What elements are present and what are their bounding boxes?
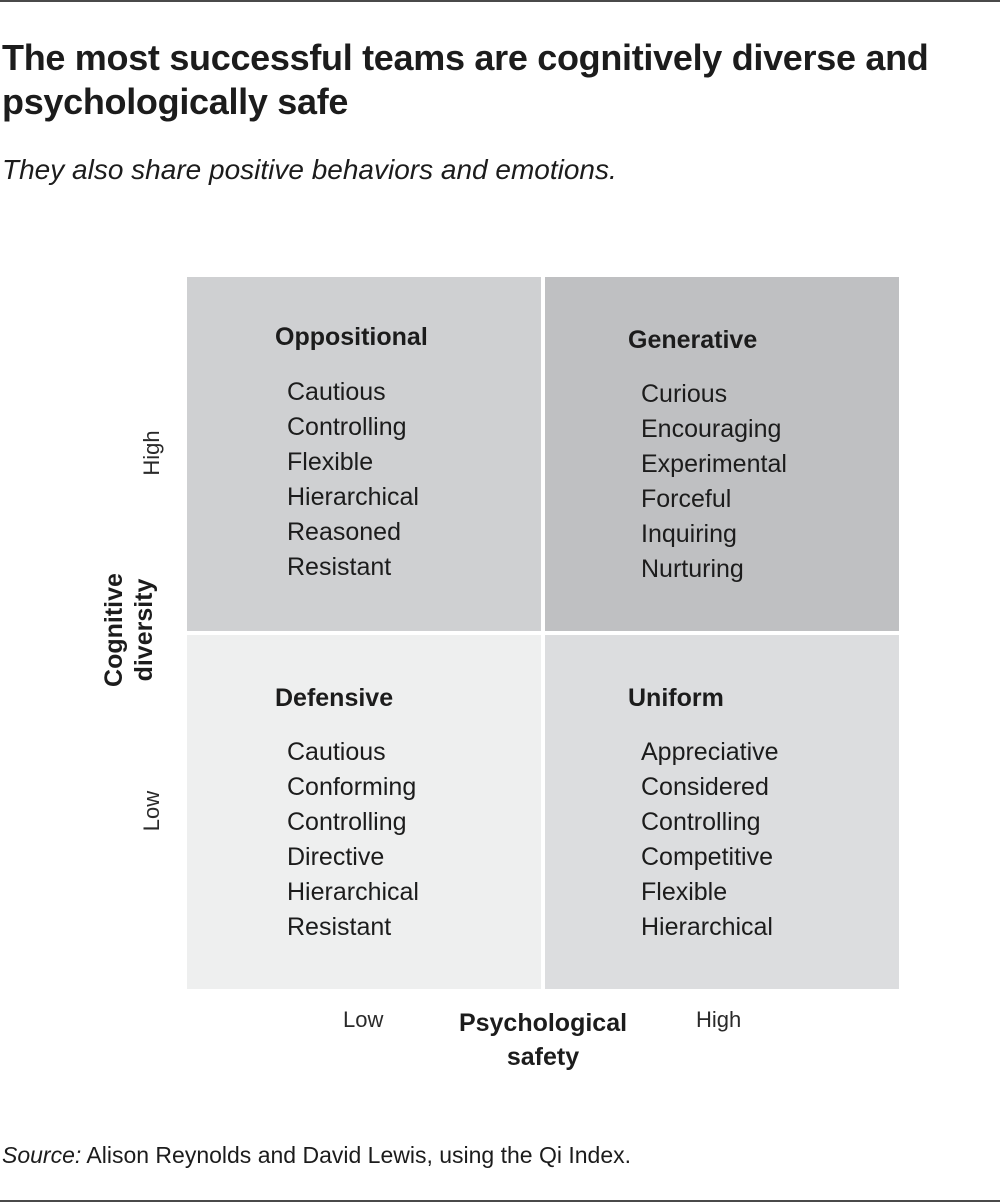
quadrant-uniform: Uniform Appreciative Considered Controll…: [545, 635, 899, 989]
trait-list: Cautious Controlling Flexible Hierarchic…: [287, 375, 419, 585]
quadrant-defensive: Defensive Cautious Conforming Controllin…: [187, 635, 541, 989]
trait-item: Competitive: [641, 843, 773, 871]
y-axis-title: Cognitive diversity: [99, 530, 169, 730]
trait-item: Flexible: [641, 878, 728, 906]
source-note: Source: Alison Reynolds and David Lewis,…: [2, 1142, 631, 1169]
chart-title: The most successful teams are cognitivel…: [2, 37, 929, 122]
x-axis-title-line2: safety: [506, 1043, 580, 1071]
trait-item: Resistant: [287, 553, 392, 581]
trait-item: Curious: [641, 380, 728, 408]
trait-item: Cautious: [287, 738, 386, 766]
trait-item: Hierarchical: [641, 913, 773, 941]
trait-item: Controlling: [641, 808, 761, 836]
trait-list: Appreciative Considered Controlling Comp…: [641, 735, 779, 945]
trait-list: Cautious Conforming Controlling Directiv…: [287, 735, 419, 945]
x-axis-title: Psychological safety: [433, 1006, 653, 1074]
top-rule: [0, 0, 1000, 2]
y-axis-low-label: Low: [139, 790, 164, 832]
trait-list: Curious Encouraging Experimental Forcefu…: [641, 377, 787, 587]
trait-item: Cautious: [287, 378, 386, 406]
y-axis-title-line2: diversity: [130, 578, 158, 682]
source-text: Alison Reynolds and David Lewis, using t…: [81, 1142, 632, 1168]
x-axis-title-line1: Psychological: [458, 1009, 628, 1037]
quadrant-oppositional: Oppositional Cautious Controlling Flexib…: [187, 277, 541, 631]
quadrant-title: Defensive: [275, 684, 394, 712]
trait-item: Resistant: [287, 913, 392, 941]
trait-item: Inquiring: [641, 520, 737, 548]
quadrant-generative: Generative Curious Encouraging Experimen…: [545, 277, 899, 631]
trait-item: Conforming: [287, 773, 417, 801]
chart-subtitle: They also share positive behaviors and e…: [2, 154, 617, 185]
trait-item: Appreciative: [641, 738, 779, 766]
y-axis-title-line1: Cognitive: [100, 573, 128, 687]
quadrant-title: Generative: [628, 326, 758, 354]
trait-item: Forceful: [641, 485, 732, 513]
x-axis-high-label: High: [696, 1007, 742, 1032]
trait-item: Hierarchical: [287, 878, 419, 906]
bottom-rule: [0, 1200, 1000, 1202]
trait-item: Experimental: [641, 450, 787, 478]
trait-item: Encouraging: [641, 415, 782, 443]
trait-item: Controlling: [287, 413, 407, 441]
trait-item: Nurturing: [641, 555, 744, 583]
quadrant-title: Oppositional: [275, 323, 428, 351]
trait-item: Controlling: [287, 808, 407, 836]
trait-item: Hierarchical: [287, 483, 419, 511]
trait-item: Flexible: [287, 448, 374, 476]
x-axis-low-label: Low: [343, 1007, 384, 1032]
quadrant-title: Uniform: [628, 684, 724, 712]
trait-item: Reasoned: [287, 518, 401, 546]
trait-item: Considered: [641, 773, 769, 801]
source-label: Source:: [2, 1142, 82, 1168]
trait-item: Directive: [287, 843, 385, 871]
y-axis-high-label: High: [139, 430, 164, 476]
